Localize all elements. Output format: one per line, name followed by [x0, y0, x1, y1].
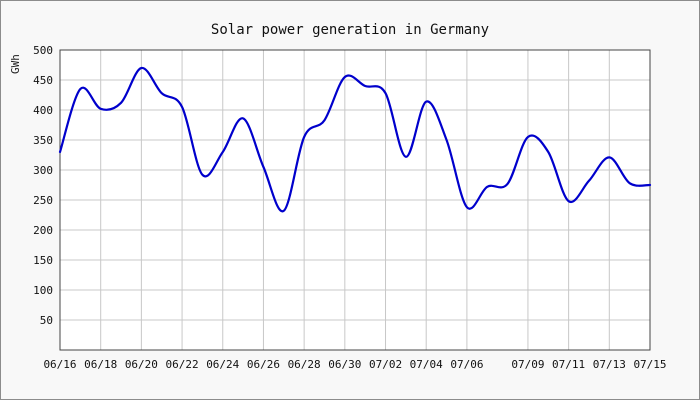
- y-tick-label-200: 200: [33, 224, 53, 237]
- y-tick-label-350: 350: [33, 134, 53, 147]
- x-tick-label-8: 07/02: [369, 358, 402, 371]
- axes: [59, 49, 651, 351]
- x-tick-label-4: 06/24: [206, 358, 239, 371]
- series-line-0: [58, 66, 652, 213]
- x-tick-label-3: 06/22: [166, 358, 199, 371]
- tick-labels: 50 100 150 200 250 300 350 400 450 500 06/16 06/18 0…: [33, 44, 666, 371]
- y-tick-label-500: 500: [33, 44, 53, 57]
- x-tick-label-6: 06/28: [288, 358, 321, 371]
- x-tick-label-14: 07/15: [633, 358, 666, 371]
- x-tick-label-1: 06/18: [84, 358, 117, 371]
- x-tick-label-5: 06/26: [247, 358, 280, 371]
- y-tick-label-150: 150: [33, 254, 53, 267]
- y-tick-label-250: 250: [33, 194, 53, 207]
- y-tick-label-300: 300: [33, 164, 53, 177]
- x-tick-label-10: 07/06: [450, 358, 483, 371]
- chart-title: Solar power generation in Germany: [211, 22, 489, 38]
- y-tick-label-50: 50: [40, 314, 53, 327]
- x-tick-label-13: 07/13: [593, 358, 626, 371]
- x-tick-label-0: 06/16: [43, 358, 76, 371]
- x-tick-label-9: 07/04: [410, 358, 443, 371]
- x-tick-label-2: 06/20: [125, 358, 158, 371]
- series-layer: [58, 66, 652, 213]
- x-tick-label-11: 07/09: [511, 358, 544, 371]
- x-tick-label-12: 07/11: [552, 358, 585, 371]
- y-tick-label-100: 100: [33, 284, 53, 297]
- y-tick-label-400: 400: [33, 104, 53, 117]
- y-tick-label-450: 450: [33, 74, 53, 87]
- x-tick-label-7: 06/30: [328, 358, 361, 371]
- y-axis-label: GWh: [9, 54, 22, 74]
- plot-border: [59, 49, 651, 351]
